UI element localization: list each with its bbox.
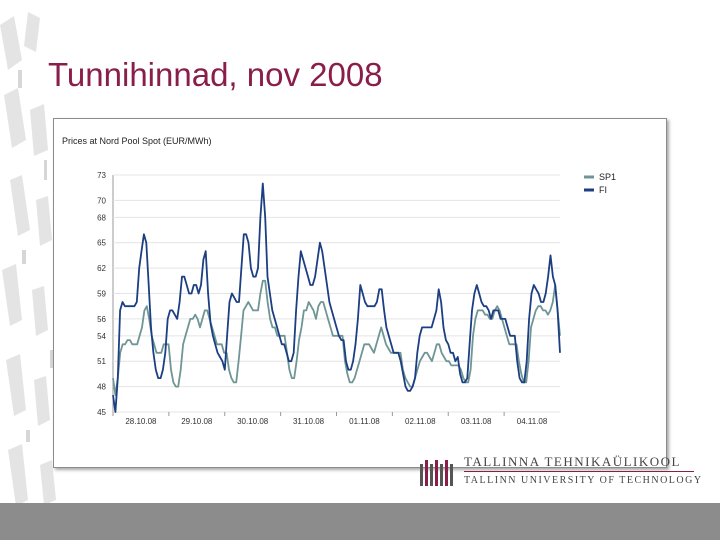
y-tick-label: 70	[97, 196, 106, 205]
y-tick-label: 62	[97, 264, 106, 273]
logo-line-estonian: TALLINNA TEHNIKAÜLIKOOL	[464, 454, 681, 469]
legend-label-fi: FI	[599, 185, 607, 195]
y-tick-label: 56	[97, 315, 106, 324]
x-tick-label: 03.11.08	[461, 417, 492, 426]
x-tick-label: 28.10.08	[125, 417, 157, 426]
y-tick-label: 73	[97, 171, 106, 180]
x-tick-label: 02.11.08	[405, 417, 436, 426]
y-tick-label: 54	[97, 332, 106, 341]
x-tick-label: 04.11.08	[517, 417, 548, 426]
footer-bar	[0, 503, 720, 540]
x-tick-label: 30.10.08	[237, 417, 269, 426]
chart-title: Prices at Nord Pool Spot (EUR/MWh)	[62, 136, 212, 146]
y-tick-label: 48	[97, 383, 106, 392]
series-line-sp1	[112, 279, 561, 397]
slide-title: Tunnihinnad, nov 2008	[48, 56, 383, 93]
x-tick-label: 29.10.08	[181, 417, 213, 426]
y-tick-label: 45	[97, 408, 106, 417]
logo-bars-icon	[420, 460, 453, 486]
x-tick-label: 31.10.08	[293, 417, 325, 426]
logo-line-english: TALLINN UNIVERSITY OF TECHNOLOGY	[464, 475, 703, 486]
logo-divider	[464, 471, 694, 472]
y-tick-label: 51	[97, 357, 106, 366]
x-tick-label: 01.11.08	[349, 417, 380, 426]
y-tick-label: 59	[97, 290, 106, 299]
university-logo: TALLINNA TEHNIKAÜLIKOOL TALLINN UNIVERSI…	[420, 450, 720, 498]
chart-frame: Prices at Nord Pool Spot (EUR/MWh) 45 48 5…	[53, 118, 667, 468]
y-tick-label: 65	[97, 239, 106, 248]
price-line-chart: Prices at Nord Pool Spot (EUR/MWh) 45 48 5…	[62, 136, 616, 426]
decorative-background-pattern	[0, 12, 56, 506]
legend-label-sp1: SP1	[599, 172, 616, 182]
y-tick-label: 68	[97, 213, 106, 222]
series-line-fi	[112, 182, 561, 413]
